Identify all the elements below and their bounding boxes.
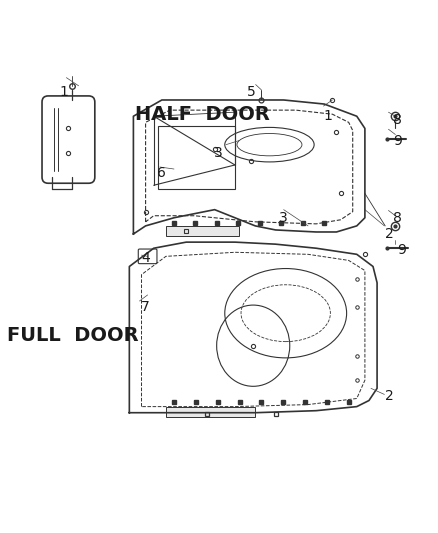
Text: 7: 7 <box>141 300 150 314</box>
Text: 8: 8 <box>393 211 402 225</box>
Text: 6: 6 <box>157 166 166 180</box>
Text: HALF  DOOR: HALF DOOR <box>135 104 270 124</box>
Text: 3: 3 <box>214 146 223 160</box>
Text: 2: 2 <box>385 227 394 241</box>
Text: 5: 5 <box>247 85 255 99</box>
Text: 3: 3 <box>279 211 288 225</box>
Text: 9: 9 <box>393 134 402 148</box>
Bar <box>166 226 239 236</box>
Text: 2: 2 <box>385 390 394 403</box>
Text: 1: 1 <box>324 109 333 123</box>
Bar <box>158 126 235 189</box>
Text: 9: 9 <box>397 243 406 257</box>
Text: 4: 4 <box>141 252 150 265</box>
Text: 1: 1 <box>60 85 69 99</box>
Text: 8: 8 <box>393 114 402 127</box>
Text: FULL  DOOR: FULL DOOR <box>7 326 138 345</box>
Bar <box>166 407 255 417</box>
